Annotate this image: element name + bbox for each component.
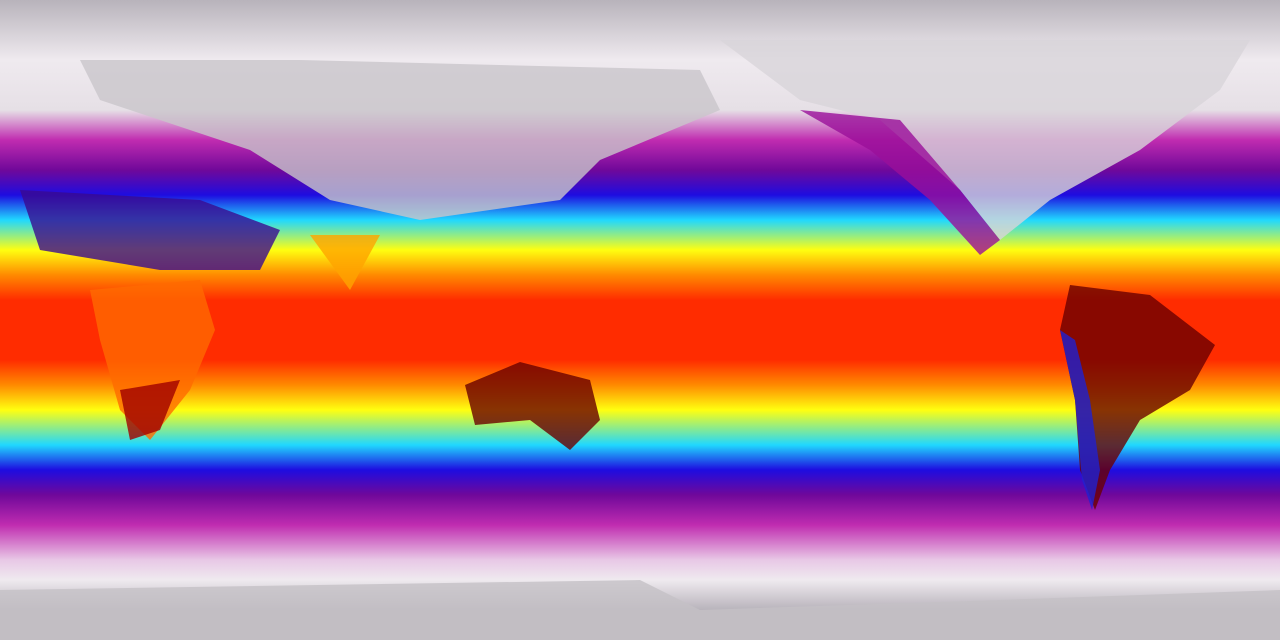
- india: [310, 235, 380, 290]
- sahara-asia: [20, 190, 280, 270]
- south-america: [1060, 285, 1215, 510]
- andes: [1060, 330, 1100, 510]
- south-africa: [120, 380, 180, 440]
- north-america-coast: [800, 110, 1000, 255]
- north-america: [720, 40, 1250, 240]
- africa: [90, 280, 215, 440]
- antarctica: [0, 580, 1280, 640]
- australia: [465, 362, 600, 450]
- eurasia-north: [80, 60, 720, 220]
